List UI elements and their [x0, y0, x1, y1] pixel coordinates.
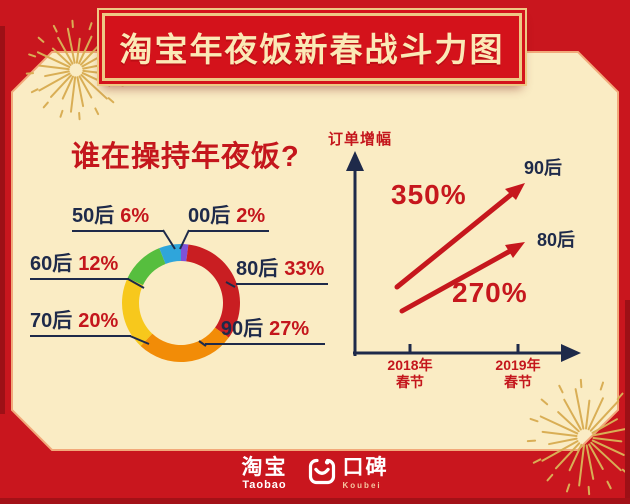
arrow-90s-head	[505, 183, 525, 200]
taobao-logo-en: Taobao	[242, 479, 287, 491]
right-edge-shade	[625, 300, 630, 504]
arrow-90s-line	[394, 190, 516, 290]
tick-line-1: 2018年	[387, 357, 433, 373]
tick-line-1: 2019年	[495, 357, 541, 373]
percent-value: 33%	[284, 258, 325, 280]
series-label-90s: 90后	[524, 158, 563, 178]
donut-heading: 谁在操持年夜饭?	[71, 141, 300, 173]
generation-label: 60后	[30, 253, 73, 275]
generation-label: 50后	[72, 205, 115, 227]
donut-segment-60后	[127, 248, 166, 286]
taobao-logo: 淘宝 Taobao	[241, 456, 288, 492]
percent-value: 2%	[236, 205, 266, 227]
callout-underline	[72, 230, 164, 232]
callout-underline	[236, 283, 328, 285]
percent-value: 20%	[78, 310, 119, 332]
series-label-80s: 80后	[537, 230, 576, 250]
percent-value: 6%	[120, 205, 150, 227]
donut-segment-70后	[122, 277, 153, 347]
koubei-logo-en: Koubei	[342, 481, 382, 490]
x-tick-label-2019: 2019年 春节	[486, 357, 550, 391]
generation-label: 80后	[236, 258, 279, 280]
page-title: 淘宝年夜饭新春战斗力图	[119, 31, 505, 68]
tick-line-2: 春节	[504, 374, 532, 390]
callout-underline	[205, 343, 325, 345]
donut-segment-50后	[159, 244, 181, 264]
x-axis-arrowhead	[561, 344, 581, 362]
y-axis-label: 订单增幅	[328, 131, 393, 148]
bottom-edge-shade	[0, 498, 630, 504]
generation-label: 00后	[188, 205, 231, 227]
donut-label-50s: 50后 6%	[72, 205, 164, 232]
footer-logo-bar: 淘宝 Taobao 口碑 Koubei	[0, 456, 630, 492]
donut-label-70s: 70后 20%	[30, 310, 131, 337]
growth-chart	[346, 151, 581, 362]
donut-chart	[122, 244, 240, 362]
title-banner: 淘宝年夜饭新春战斗力图	[102, 13, 522, 81]
firework-icon	[526, 378, 630, 496]
smiley-face-icon	[308, 457, 336, 490]
donut-label-60s: 60后 12%	[30, 253, 129, 280]
taobao-logo-cn: 淘宝	[241, 456, 288, 479]
axes	[353, 168, 563, 356]
donut-label-80s: 80后 33%	[234, 258, 328, 285]
left-edge-shade	[0, 26, 5, 414]
donut-label-00s: 00后 2%	[188, 205, 269, 232]
arrow-80s-line	[399, 247, 515, 314]
x-tick-label-2018: 2018年 春节	[378, 357, 442, 391]
donut-segment-90后	[140, 327, 229, 362]
growth-value-80s: 270%	[452, 277, 528, 308]
callout-underline	[30, 278, 129, 280]
growth-value-90s: 350%	[391, 179, 467, 210]
generation-label: 70后	[30, 310, 73, 332]
koubei-logo: 口碑 Koubei	[308, 457, 389, 490]
arrow-80s-head	[505, 242, 525, 258]
tick-line-2: 春节	[396, 374, 424, 390]
percent-value: 12%	[78, 253, 119, 275]
donut-segment-00后	[181, 244, 189, 262]
y-axis-arrowhead	[346, 151, 364, 171]
callout-underline	[30, 335, 131, 337]
callout-underline	[188, 230, 269, 232]
percent-value: 27%	[269, 318, 310, 340]
donut-segment-80后	[186, 244, 240, 338]
growth-arrows	[394, 190, 516, 314]
generation-label: 90后	[220, 318, 264, 340]
koubei-logo-cn: 口碑	[342, 456, 389, 479]
donut-label-90s: 90后 27%	[205, 318, 325, 345]
donut-callout-lines	[127, 229, 236, 347]
